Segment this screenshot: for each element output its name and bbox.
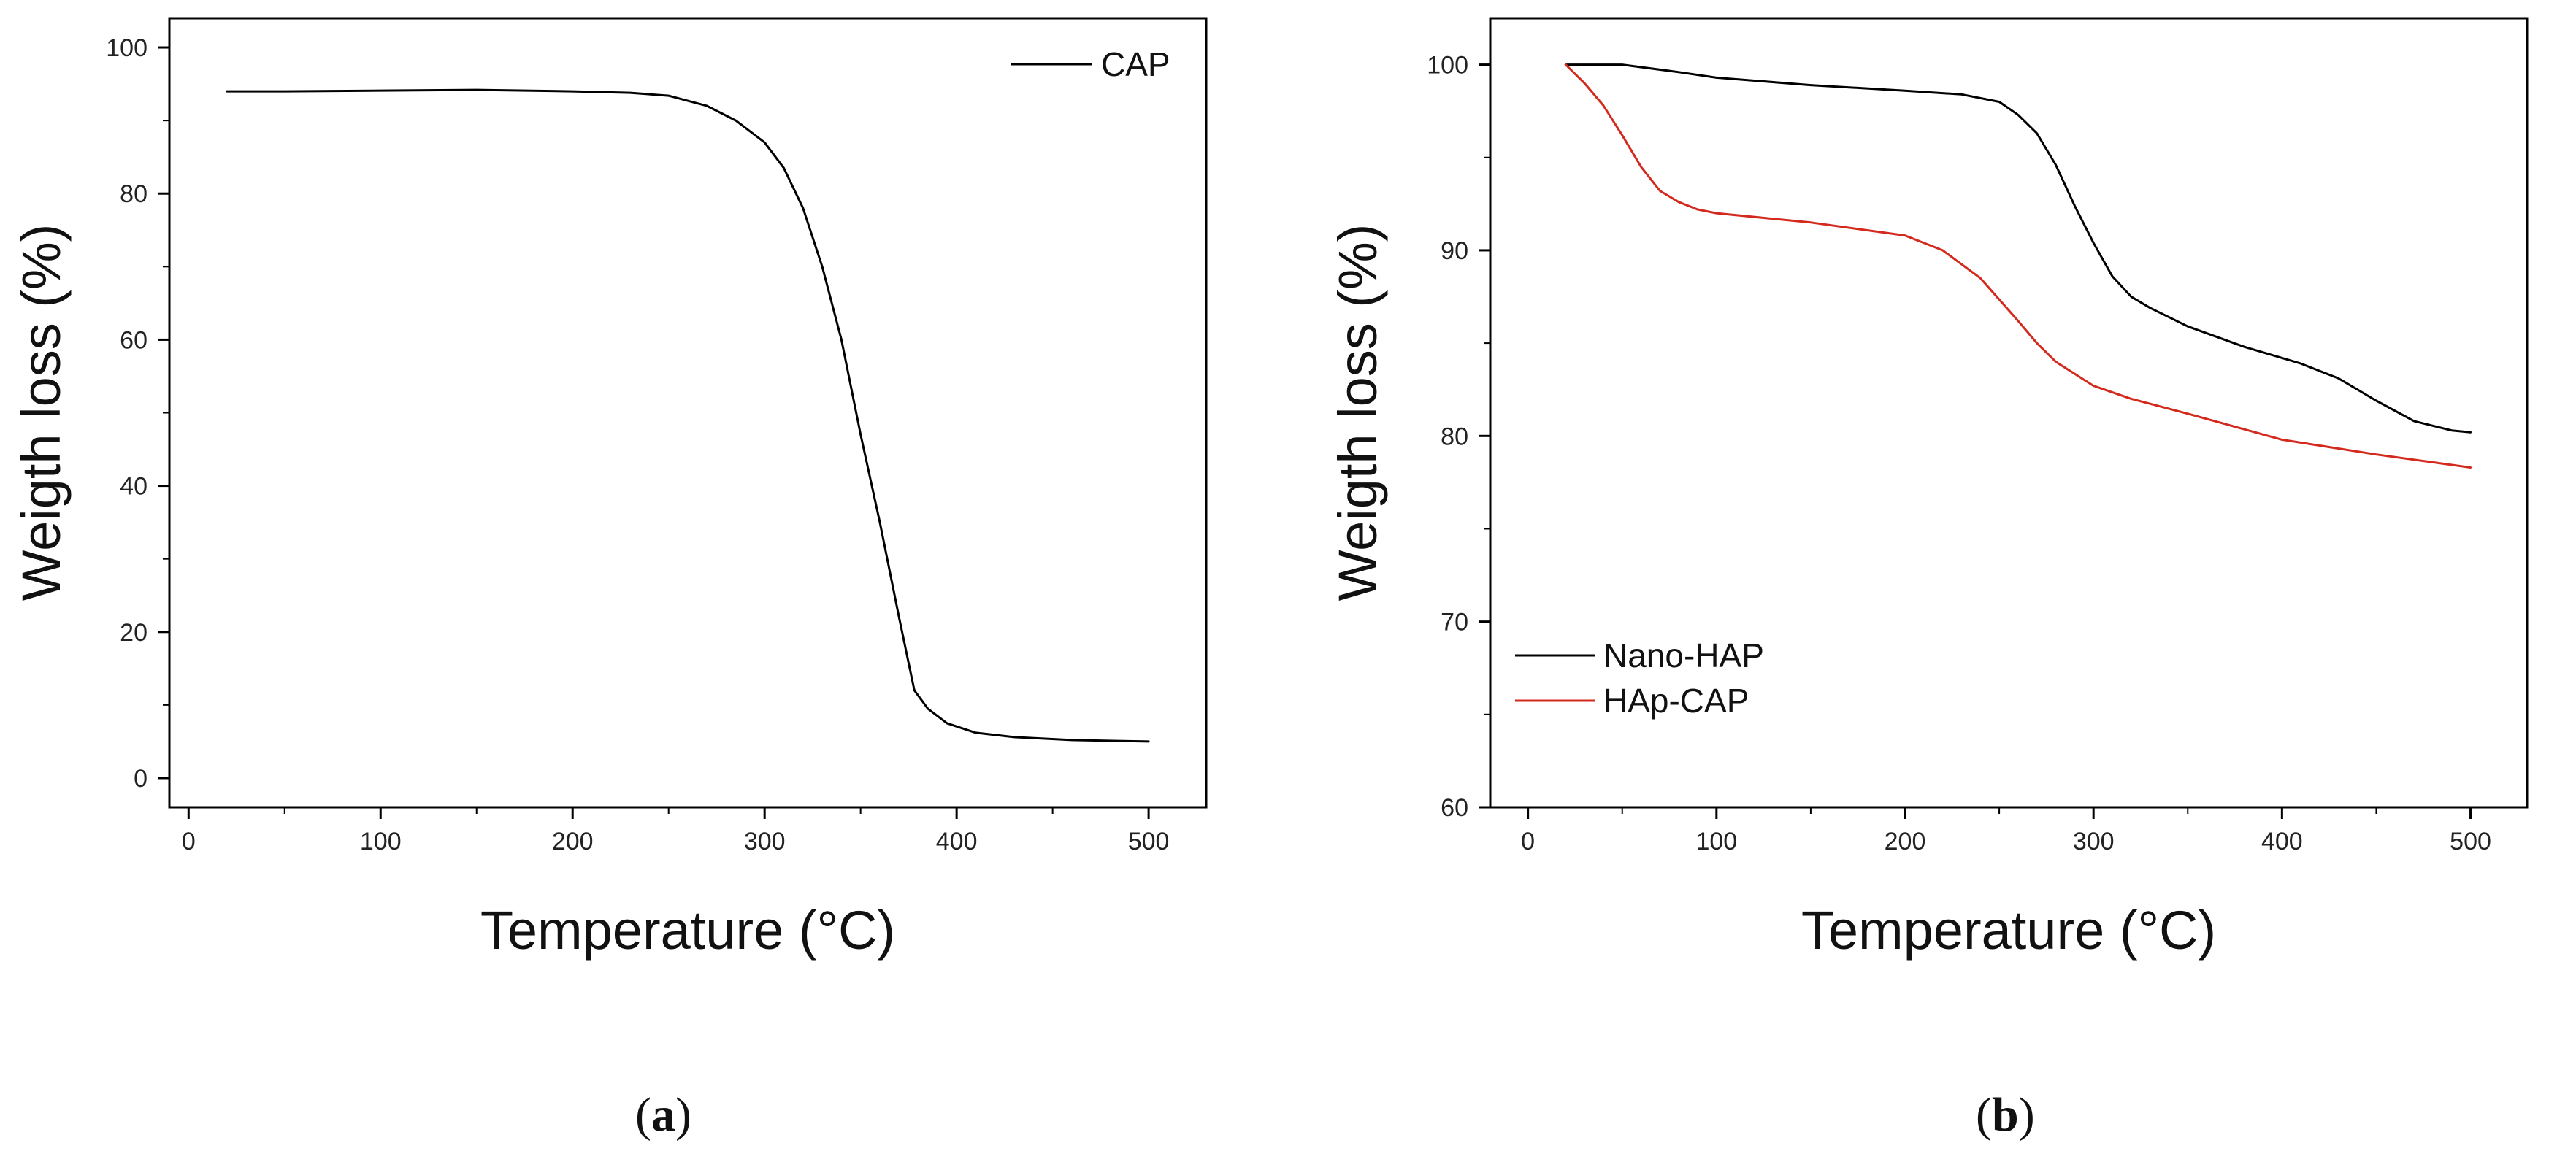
panel-a-x-axis-label: Temperature (°C): [480, 900, 895, 961]
panel-a-y-tick-label: 40: [120, 473, 147, 501]
panel-b-x-tick-label: 100: [1695, 828, 1737, 855]
panel-b-x-tick-label: 500: [2450, 828, 2491, 855]
panel-a-y-tick-label: 100: [106, 34, 147, 62]
panel-b-plot-frame: [1489, 17, 2529, 809]
panel-b-caption-letter: b: [1991, 1088, 2019, 1142]
panel-a-y-axis-label: Weigth loss (%): [11, 224, 72, 601]
panel-a-y-tick-label: 20: [120, 619, 147, 647]
series-line-nano-hap: [1564, 63, 2472, 434]
panel-a-legend: CAP: [1011, 45, 1170, 83]
panel-b-y-tick-label: 90: [1441, 237, 1468, 265]
panel-a-x-tick-label: 0: [182, 828, 196, 855]
legend-label-hap-cap: HAp-CAP: [1603, 682, 1749, 720]
panel-a-plot-frame: [168, 17, 1208, 809]
panel-b-x-axis-label: Temperature (°C): [1801, 900, 2216, 961]
panel-a-y-tick-label: 0: [134, 765, 147, 793]
panel-a-chart: 0 100 200 300 400 500 0 20 40 60 80 100 CAP Tempera…: [11, 17, 1208, 961]
panel-b-x-tick-label: 0: [1521, 828, 1535, 855]
panel-a-x-tick-label: 300: [744, 828, 786, 855]
panel-b-y-tick-label: 80: [1441, 423, 1468, 450]
panel-a-caption-letter: a: [651, 1088, 675, 1142]
panel-b-y-tick-label: 60: [1441, 794, 1468, 822]
panel-a-caption: (a): [635, 1088, 691, 1142]
panel-a-y-tick-label: 60: [120, 326, 147, 354]
panel-b-x-tick-label: 300: [2073, 828, 2115, 855]
panel-b-y-tick-label: 70: [1441, 609, 1468, 636]
panel-b-caption: (b): [1976, 1088, 2035, 1142]
series-line-hap-cap: [1564, 63, 2472, 469]
panel-a-x-tick-label: 200: [552, 828, 594, 855]
series-line-cap: [226, 88, 1150, 743]
panel-a-x-tick-label: 500: [1128, 828, 1170, 855]
panel-b-y-axis-label: Weigth loss (%): [1327, 224, 1388, 601]
panel-b-y-tick-label: 100: [1427, 52, 1468, 80]
panel-a-x-tick-label: 400: [936, 828, 978, 855]
panel-a-y-tick-label: 80: [120, 180, 147, 208]
panel-b-legend: Nano-HAP HAp-CAP: [1515, 636, 1764, 720]
legend-label-cap: CAP: [1101, 45, 1170, 83]
legend-label-nano-hap: Nano-HAP: [1603, 636, 1764, 674]
panel-a-x-tick-label: 100: [360, 828, 402, 855]
panel-b-chart: 0 100 200 300 400 500 60 70 80 90 100 Nano-HAP HAp…: [1327, 17, 2529, 961]
panel-b-x-tick-label: 400: [2261, 828, 2303, 855]
panel-b-x-tick-label: 200: [1885, 828, 1926, 855]
